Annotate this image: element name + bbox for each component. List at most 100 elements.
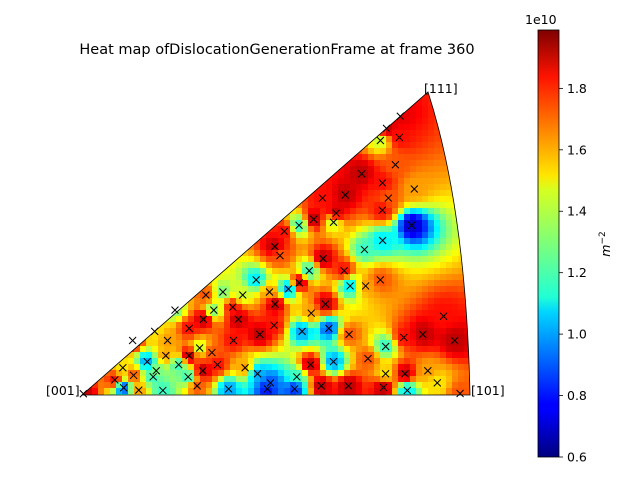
heatmap-cell bbox=[164, 94, 171, 101]
heatmap-cell bbox=[428, 184, 435, 191]
heatmap-cell bbox=[446, 274, 453, 281]
heatmap-cell bbox=[410, 148, 417, 155]
data-point-marker bbox=[403, 386, 412, 395]
heatmap-cell bbox=[308, 328, 315, 335]
heatmap-cell bbox=[146, 322, 153, 329]
heatmap-cell bbox=[206, 244, 213, 251]
heatmap-cell bbox=[416, 196, 423, 203]
heatmap-cell bbox=[128, 262, 135, 269]
heatmap-cell bbox=[158, 92, 165, 95]
heatmap-cell bbox=[428, 214, 435, 221]
heatmap-cell bbox=[422, 136, 429, 143]
heatmap-cell bbox=[284, 382, 291, 389]
heatmap-cell bbox=[350, 92, 357, 95]
heatmap-cell bbox=[146, 232, 153, 239]
heatmap-cell bbox=[128, 232, 135, 239]
heatmap-cell bbox=[446, 184, 453, 191]
heatmap-cell bbox=[140, 118, 147, 125]
heatmap-cell bbox=[278, 238, 285, 245]
heatmap-cell bbox=[386, 268, 393, 275]
heatmap-cell bbox=[386, 92, 393, 95]
heatmap-cell bbox=[356, 220, 363, 227]
heatmap-cell bbox=[308, 136, 315, 143]
heatmap-cell bbox=[224, 172, 231, 179]
heatmap-cell bbox=[320, 352, 327, 359]
heatmap-cell bbox=[242, 154, 249, 161]
heatmap-cell bbox=[380, 388, 387, 395]
heatmap-cell bbox=[410, 226, 417, 233]
heatmap-cell bbox=[104, 124, 111, 131]
heatmap-cell bbox=[296, 220, 303, 227]
heatmap-cell bbox=[434, 364, 441, 371]
heatmap-cell bbox=[248, 292, 255, 299]
heatmap-cell bbox=[326, 394, 333, 395]
heatmap-cell bbox=[314, 376, 321, 383]
heatmap-cell bbox=[104, 256, 111, 263]
heatmap-cell bbox=[464, 172, 470, 179]
heatmap-cell bbox=[422, 352, 429, 359]
heatmap-cell bbox=[446, 394, 453, 395]
heatmap-cell bbox=[260, 92, 267, 95]
heatmap-cell bbox=[392, 340, 399, 347]
heatmap-cell bbox=[146, 178, 153, 185]
heatmap-cell bbox=[284, 214, 291, 221]
heatmap-cell bbox=[380, 178, 387, 185]
heatmap-cell bbox=[212, 142, 219, 149]
heatmap-cell bbox=[200, 370, 207, 377]
heatmap-cell bbox=[296, 112, 303, 119]
heatmap-cell bbox=[464, 238, 470, 245]
heatmap-cell bbox=[140, 280, 147, 287]
heatmap-cell bbox=[320, 262, 327, 269]
heatmap-cell bbox=[242, 196, 249, 203]
heatmap-cell bbox=[254, 250, 261, 257]
heatmap-cell bbox=[422, 166, 429, 173]
heatmap-cell bbox=[176, 244, 183, 251]
heatmap-cell bbox=[296, 256, 303, 263]
heatmap-cell bbox=[218, 304, 225, 311]
heatmap-cell bbox=[230, 214, 237, 221]
heatmap-cell bbox=[122, 268, 129, 275]
heatmap-cell bbox=[332, 112, 339, 119]
heatmap-cell bbox=[410, 178, 417, 185]
heatmap-cell bbox=[338, 148, 345, 155]
heatmap-cell bbox=[368, 376, 375, 383]
heatmap-cell bbox=[242, 208, 249, 215]
heatmap-cell bbox=[248, 250, 255, 257]
heatmap-cell bbox=[350, 202, 357, 209]
heatmap-cell bbox=[446, 190, 453, 197]
data-point-marker bbox=[185, 351, 193, 360]
heatmap-cell bbox=[200, 142, 207, 149]
heatmap-cell bbox=[188, 202, 195, 209]
heatmap-cell bbox=[134, 274, 141, 281]
heatmap-cell bbox=[104, 208, 111, 215]
heatmap-cell bbox=[224, 340, 231, 347]
heatmap-cell bbox=[290, 304, 297, 311]
heatmap-cell bbox=[266, 304, 273, 311]
heatmap-cell bbox=[302, 166, 309, 173]
heatmap-cell bbox=[266, 250, 273, 257]
heatmap-cell bbox=[128, 124, 135, 131]
heatmap-cell bbox=[302, 280, 309, 287]
heatmap-cell bbox=[176, 322, 183, 329]
heatmap-cell bbox=[86, 94, 93, 101]
heatmap-cell bbox=[200, 334, 207, 341]
heatmap-cell bbox=[194, 250, 201, 257]
heatmap-cell bbox=[98, 322, 105, 329]
heatmap-cell bbox=[104, 322, 111, 329]
heatmap-cell bbox=[434, 358, 441, 365]
heatmap-cell bbox=[290, 352, 297, 359]
heatmap-cell bbox=[422, 172, 429, 179]
heatmap-cell bbox=[308, 148, 315, 155]
heatmap-cell bbox=[410, 304, 417, 311]
heatmap-cell bbox=[200, 136, 207, 143]
heatmap-cell bbox=[86, 226, 93, 233]
heatmap-cell bbox=[146, 136, 153, 143]
heatmap-cell bbox=[458, 388, 465, 395]
heatmap-cell bbox=[326, 100, 333, 107]
heatmap-cell bbox=[122, 286, 129, 293]
heatmap-cell bbox=[176, 190, 183, 197]
heatmap-cell bbox=[356, 334, 363, 341]
heatmap-cell bbox=[206, 214, 213, 221]
heatmap-cell bbox=[242, 286, 249, 293]
heatmap-cell bbox=[158, 256, 165, 263]
